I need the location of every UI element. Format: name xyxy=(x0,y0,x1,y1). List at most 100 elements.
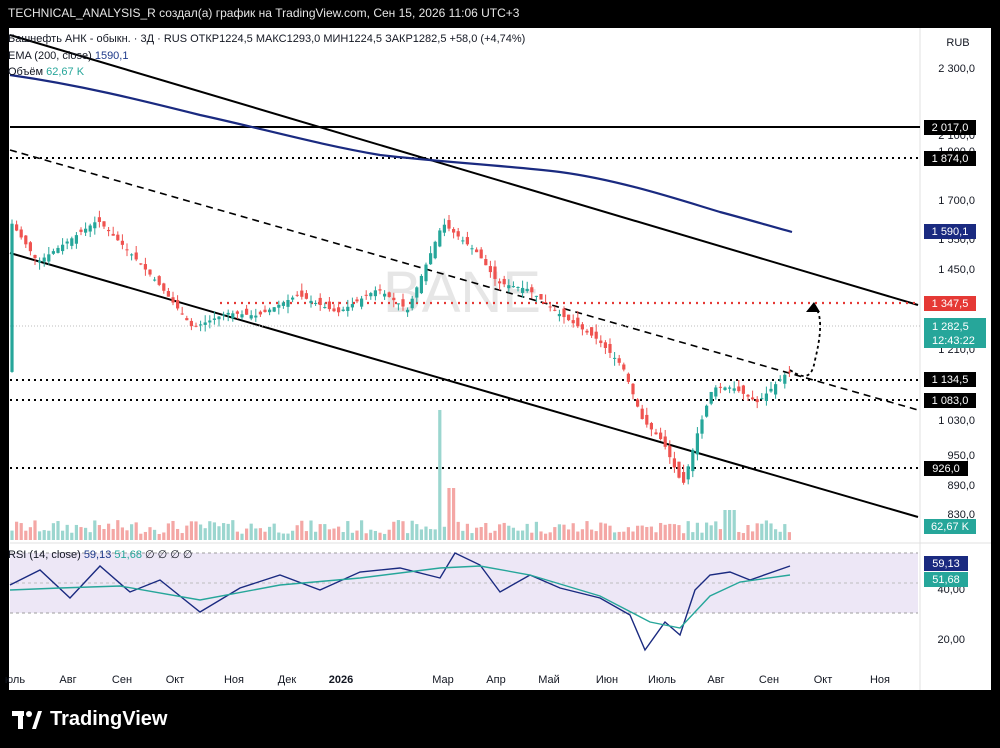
volume-bar xyxy=(33,520,37,540)
volume-bar xyxy=(107,523,111,540)
volume-bar xyxy=(732,510,736,540)
candle-body xyxy=(525,288,529,292)
candle-body xyxy=(19,229,23,238)
candles xyxy=(10,210,791,485)
candle-body xyxy=(33,255,37,259)
ema-label: EMA (200, close) xyxy=(8,50,92,62)
candle-body xyxy=(360,298,364,307)
candle-body xyxy=(47,254,51,262)
svg-text:59,13: 59,13 xyxy=(932,558,960,570)
candle-body xyxy=(567,314,571,321)
volume-bar xyxy=(360,520,364,540)
volume-bar xyxy=(364,533,368,540)
candle-body xyxy=(277,304,281,308)
volume-bar xyxy=(180,533,184,540)
volume-label: Объём xyxy=(8,66,44,78)
rsi-tick-label: 20,00 xyxy=(937,634,965,646)
volume-bar xyxy=(787,532,791,540)
candle-body xyxy=(732,388,736,391)
volume-value: 62,67 K xyxy=(46,66,85,78)
candle-body xyxy=(51,251,55,254)
candle-body xyxy=(447,220,451,229)
volume-bar xyxy=(268,526,272,540)
rsi-line xyxy=(9,552,791,652)
volume-bar xyxy=(355,530,359,540)
candle-body xyxy=(631,383,635,395)
volume-bar xyxy=(723,510,727,540)
candle-body xyxy=(56,247,60,253)
volume-bar xyxy=(327,529,331,540)
candle-body xyxy=(553,309,557,311)
badge-ema: 1 590,1 xyxy=(924,224,976,239)
volume-bar xyxy=(419,529,423,540)
volume-bar xyxy=(640,525,644,540)
volume-bar xyxy=(304,531,308,540)
tradingview-logo-icon xyxy=(12,710,42,729)
volume-bar xyxy=(162,532,166,540)
candle-body xyxy=(539,294,543,300)
volume-bar xyxy=(608,525,612,540)
candle-body xyxy=(682,472,686,483)
volume-bar xyxy=(231,520,235,540)
candle-body xyxy=(162,283,166,291)
candle-body xyxy=(410,298,414,309)
candle-body xyxy=(456,231,460,237)
volume-bar xyxy=(189,521,193,540)
candle-body xyxy=(562,308,566,318)
candle-body xyxy=(571,320,575,324)
volume-bar xyxy=(277,532,281,540)
volume-bar xyxy=(576,531,580,540)
candle-body xyxy=(594,331,598,339)
candle-body xyxy=(475,249,479,253)
volume-bar xyxy=(70,532,74,540)
candle-body xyxy=(189,320,193,327)
candle-body xyxy=(231,313,235,319)
volume-bar xyxy=(783,524,787,540)
candle-body xyxy=(737,386,741,392)
candle-body xyxy=(364,294,368,296)
volume-bar xyxy=(300,520,304,540)
candle-body xyxy=(654,432,658,435)
candle-body xyxy=(498,281,502,284)
volume-bar xyxy=(484,522,488,540)
volume-bar xyxy=(19,523,23,540)
volume-bar xyxy=(222,523,226,540)
candle-body xyxy=(249,315,253,319)
candle-body xyxy=(139,263,143,265)
volume-bar xyxy=(314,531,318,540)
candle-body xyxy=(530,287,534,293)
volume-bar xyxy=(456,521,460,540)
volume-bar xyxy=(562,524,566,540)
volume-bar xyxy=(249,523,253,540)
low-value: 1224,5 xyxy=(348,33,382,45)
volume-bar xyxy=(88,532,92,540)
candle-body xyxy=(70,238,74,246)
candle-body xyxy=(493,266,497,279)
candle-body xyxy=(705,405,709,417)
candle-body xyxy=(355,299,359,302)
candle-body xyxy=(613,357,617,359)
ema-legend: EMA (200, close) 1590,1 xyxy=(8,50,128,62)
volume-bar xyxy=(346,521,350,540)
time-tick-label: Мар xyxy=(432,674,454,686)
volume-bar xyxy=(442,526,446,540)
candle-body xyxy=(291,297,295,300)
tradingview-logo[interactable]: TradingView xyxy=(12,708,167,731)
candle-body xyxy=(185,318,189,321)
candle-body xyxy=(281,302,285,306)
candle-body xyxy=(406,309,410,313)
badge-1083: 1 083,0 xyxy=(924,393,976,408)
volume-bar xyxy=(203,528,207,540)
svg-text:926,0: 926,0 xyxy=(932,463,960,475)
candle-body xyxy=(10,223,14,372)
candle-body xyxy=(419,275,423,294)
candle-body xyxy=(314,302,318,304)
candle-body xyxy=(764,393,768,401)
candle-body xyxy=(659,432,663,440)
candle-body xyxy=(599,340,603,344)
candle-body xyxy=(755,399,759,403)
candle-body xyxy=(507,285,511,289)
svg-text:1 083,0: 1 083,0 xyxy=(932,395,969,407)
